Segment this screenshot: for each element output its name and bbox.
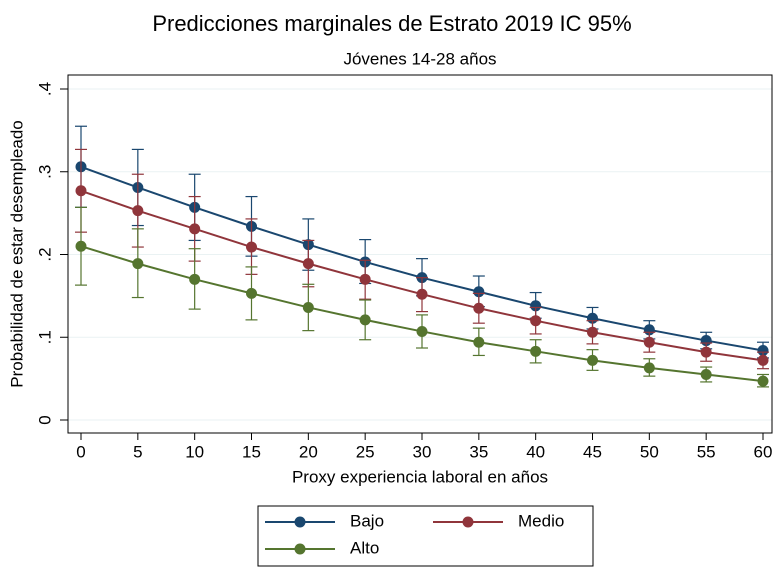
x-tick-label: 60 (754, 442, 773, 461)
point (75, 185, 87, 197)
x-tick-label: 50 (640, 442, 659, 461)
x-tick-label: 15 (242, 442, 261, 461)
point (643, 336, 655, 348)
point (132, 258, 144, 270)
point (359, 273, 371, 285)
x-tick-label: 55 (697, 442, 716, 461)
point (643, 362, 655, 374)
point (757, 344, 769, 356)
point (473, 302, 485, 314)
legend-marker (294, 516, 306, 528)
point (587, 326, 598, 338)
legend-box (257, 505, 594, 567)
point (189, 273, 201, 285)
legend-label: Bajo (350, 511, 384, 530)
point (359, 314, 371, 326)
chart-title: Predicciones marginales de Estrato 2019 … (152, 11, 631, 36)
y-tick-label: 0 (35, 415, 54, 424)
legend-marker (462, 516, 474, 528)
point (700, 368, 712, 380)
point (132, 205, 144, 217)
chart-subtitle: Jóvenes 14-28 años (343, 49, 496, 68)
x-axis-label: Proxy experiencia laboral en años (292, 467, 548, 486)
point (473, 336, 485, 348)
x-tick-label: 20 (299, 442, 318, 461)
point (587, 354, 598, 366)
x-tick-label: 5 (133, 442, 142, 461)
legend-marker (294, 543, 306, 555)
y-axis-label: Probabilidad de estar desempleado (7, 120, 26, 387)
point (757, 354, 769, 366)
point (700, 346, 712, 358)
point (416, 325, 428, 337)
point (246, 241, 257, 253)
x-tick-label: 25 (356, 442, 375, 461)
point (302, 258, 314, 270)
legend-label: Medio (518, 511, 564, 530)
y-tick-label: .1 (35, 330, 54, 344)
x-tick-label: 35 (469, 442, 488, 461)
point (473, 286, 485, 298)
y-tick-label: .2 (35, 247, 54, 261)
x-tick-label: 45 (583, 442, 602, 461)
point (246, 287, 257, 299)
point (416, 288, 428, 300)
y-tick-label: .4 (35, 82, 54, 96)
point (75, 240, 87, 252)
y-tick-label: .3 (35, 165, 54, 179)
x-tick-label: 40 (526, 442, 545, 461)
plot-frame (67, 74, 773, 434)
x-tick-label: 0 (76, 442, 85, 461)
point (189, 223, 201, 235)
x-tick-label: 10 (185, 442, 204, 461)
point (530, 345, 542, 357)
legend-label: Alto (350, 538, 379, 557)
point (530, 315, 542, 327)
point (302, 301, 314, 313)
point (530, 300, 542, 312)
x-tick-label: 30 (413, 442, 432, 461)
point (757, 375, 769, 387)
